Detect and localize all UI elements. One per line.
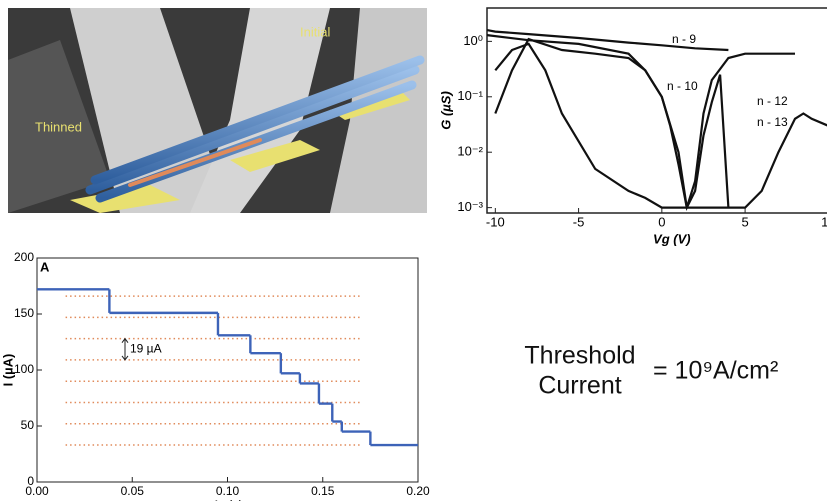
sem-photo	[8, 8, 427, 213]
x-tick-label: 0.20	[406, 484, 430, 498]
x-tick-label: 0	[658, 214, 665, 229]
plot-frame	[486, 7, 827, 214]
series-label: n - 10	[667, 79, 698, 93]
x-tick-label: -10	[486, 214, 505, 229]
y-tick-label: 200	[14, 250, 34, 264]
y-tick-label: 100	[14, 362, 34, 376]
curve	[486, 34, 730, 212]
y-tick-label: 10⁰	[463, 33, 483, 48]
curve	[486, 29, 729, 52]
panel-bg	[0, 248, 430, 501]
x-tick-label: 5	[741, 214, 748, 229]
text-line: Threshold	[524, 342, 635, 370]
x-axis-label: Vg (V)	[653, 231, 691, 246]
series-label: n - 9	[672, 32, 696, 46]
formula: = 10⁹A/cm²	[653, 357, 778, 385]
x-tick-label: 0.00	[25, 484, 49, 498]
x-tick-label: 0.10	[216, 484, 240, 498]
text-line: Current	[538, 372, 621, 400]
y-axis-label: G (µS)	[438, 91, 453, 130]
y-tick-label: 0	[27, 474, 34, 488]
series-label: n - 13	[757, 115, 788, 129]
x-tick-label: -5	[573, 214, 585, 229]
curve	[494, 37, 795, 208]
y-tick-label: 150	[14, 306, 34, 320]
x-tick-label: 0.05	[121, 484, 145, 498]
annotation-arrow	[121, 337, 129, 361]
annotation: 19 µA	[130, 341, 162, 355]
y-tick-label: 10⁻³	[457, 199, 483, 214]
x-axis-label: Δt (s)	[212, 497, 243, 501]
series-label: n - 12	[757, 94, 788, 108]
x-tick-label: 0.15	[311, 484, 335, 498]
panel-label: A	[40, 259, 50, 274]
y-tick-label: 50	[21, 418, 35, 432]
photo-label: Initial	[300, 24, 330, 39]
photo-label: Thinned	[35, 119, 82, 134]
y-axis-label: I (µA)	[0, 354, 15, 387]
y-tick-label: 10⁻¹	[457, 88, 483, 103]
y-tick-label: 10⁻²	[457, 144, 483, 159]
x-tick-label: 10	[821, 214, 827, 229]
curve	[494, 42, 827, 209]
